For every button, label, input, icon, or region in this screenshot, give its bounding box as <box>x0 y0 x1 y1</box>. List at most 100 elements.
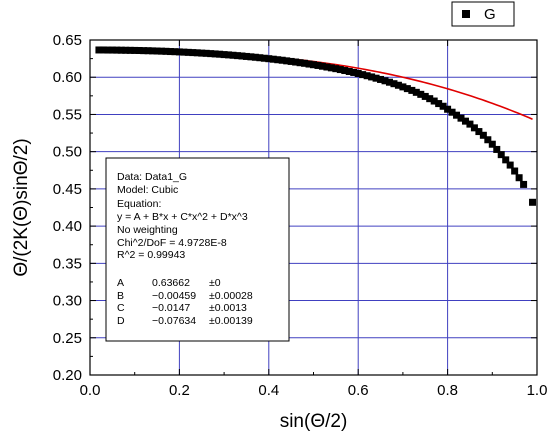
data-point <box>466 120 474 128</box>
fit-info-line: Model: Cubic <box>117 184 178 196</box>
data-point <box>403 85 411 93</box>
data-point <box>529 198 537 206</box>
data-point <box>207 50 215 58</box>
data-point <box>368 73 376 81</box>
data-point <box>278 56 286 64</box>
data-point <box>493 145 501 153</box>
data-point <box>408 86 416 94</box>
legend: G <box>451 1 515 27</box>
data-point <box>247 53 255 61</box>
data-point <box>108 46 116 54</box>
data-point <box>453 111 461 119</box>
data-point <box>162 47 170 55</box>
fit-param-value: 0.63662 <box>152 277 190 289</box>
y-tick-label: 0.45 <box>53 181 82 198</box>
data-point <box>274 56 282 64</box>
data-point <box>511 167 519 175</box>
data-point <box>225 51 233 59</box>
data-point <box>363 72 371 80</box>
data-point <box>113 46 121 54</box>
data-point <box>198 49 206 57</box>
fit-info-line: y = A + B*x + C*x^2 + D*x^3 <box>117 211 248 223</box>
data-point <box>242 52 250 60</box>
y-tick-label: 0.20 <box>53 367 82 384</box>
data-point <box>350 68 358 76</box>
x-tick-label: 0.8 <box>437 382 458 399</box>
data-point <box>211 50 219 58</box>
y-tick-label: 0.30 <box>53 293 82 310</box>
data-point <box>421 92 429 100</box>
fit-param-name: A <box>117 277 124 289</box>
data-point <box>354 70 362 77</box>
data-point <box>341 67 349 75</box>
x-tick-label: 1.0 <box>527 382 548 399</box>
data-point <box>502 156 510 164</box>
data-point <box>144 47 152 55</box>
data-point <box>412 88 420 96</box>
data-point <box>488 140 496 148</box>
fit-param-error: ±0.00028 <box>209 290 253 302</box>
x-tick-label: 0.6 <box>348 382 369 399</box>
fit-info-line: Chi^2/DoF = 4.9728E-8 <box>117 237 227 249</box>
fit-info-line: No weighting <box>117 224 178 236</box>
y-tick-labels: 0.20 0.25 0.30 0.35 0.40 0.45 0.50 0.55 0.60 0.65 <box>53 32 82 384</box>
y-tick-label: 0.35 <box>53 255 82 272</box>
data-point <box>202 49 210 57</box>
data-point <box>229 51 237 59</box>
data-point <box>520 180 528 188</box>
y-tick-label: 0.55 <box>53 106 82 123</box>
data-point <box>359 71 367 79</box>
x-tick-labels: 0.0 0.2 0.4 0.6 0.8 1.0 <box>80 382 548 399</box>
data-point <box>135 46 143 54</box>
data-point <box>99 46 107 54</box>
data-point <box>435 100 443 108</box>
fit-info-line: Data: Data1_G <box>117 171 187 183</box>
legend-box <box>451 1 515 27</box>
data-point <box>292 58 300 66</box>
fit-parameters-table: A 0.63662 ±0 B −0.00459 ±0.00028 C −0.0147 ±0.00… <box>117 277 253 327</box>
data-point <box>430 97 438 105</box>
y-tick-label: 0.25 <box>53 330 82 347</box>
x-axis-title: sin(Θ/2) <box>280 411 348 432</box>
data-point <box>149 47 157 55</box>
data-point <box>166 48 174 56</box>
data-point <box>475 128 483 136</box>
data-point <box>216 50 224 58</box>
y-tick-label: 0.60 <box>53 69 82 86</box>
data-point <box>117 46 125 54</box>
data-point <box>283 57 291 65</box>
data-point <box>95 46 103 54</box>
fit-param-error: ±0.0013 <box>209 302 247 314</box>
data-point <box>310 61 317 69</box>
data-point <box>470 124 478 132</box>
tick-marks <box>89 39 538 376</box>
x-tick-label: 0.2 <box>169 382 190 399</box>
data-point <box>448 108 456 116</box>
fit-info-line: Equation: <box>117 198 161 210</box>
data-point <box>332 65 340 73</box>
data-point <box>234 52 242 60</box>
data-point <box>314 61 322 69</box>
fit-results-frame <box>105 157 290 342</box>
fit-param-name: D <box>117 315 125 327</box>
data-point <box>506 161 514 169</box>
fit-curve <box>98 49 533 120</box>
data-point <box>323 63 331 71</box>
fit-param-value: −0.00459 <box>152 290 196 302</box>
data-point <box>193 49 201 57</box>
x-tick-label: 0.4 <box>258 382 279 399</box>
data-point <box>126 46 134 54</box>
data-point <box>377 75 385 83</box>
data-point <box>515 174 523 182</box>
data-point <box>189 49 197 57</box>
data-point <box>220 51 228 59</box>
fit-curve-group <box>98 49 533 120</box>
data-point <box>158 47 166 55</box>
data-point <box>318 62 326 70</box>
fit-param-error: ±0 <box>209 277 221 289</box>
data-point <box>484 136 492 144</box>
data-point <box>305 60 313 68</box>
fit-info-line: R^2 = 0.99943 <box>117 249 185 261</box>
data-point <box>153 47 161 55</box>
